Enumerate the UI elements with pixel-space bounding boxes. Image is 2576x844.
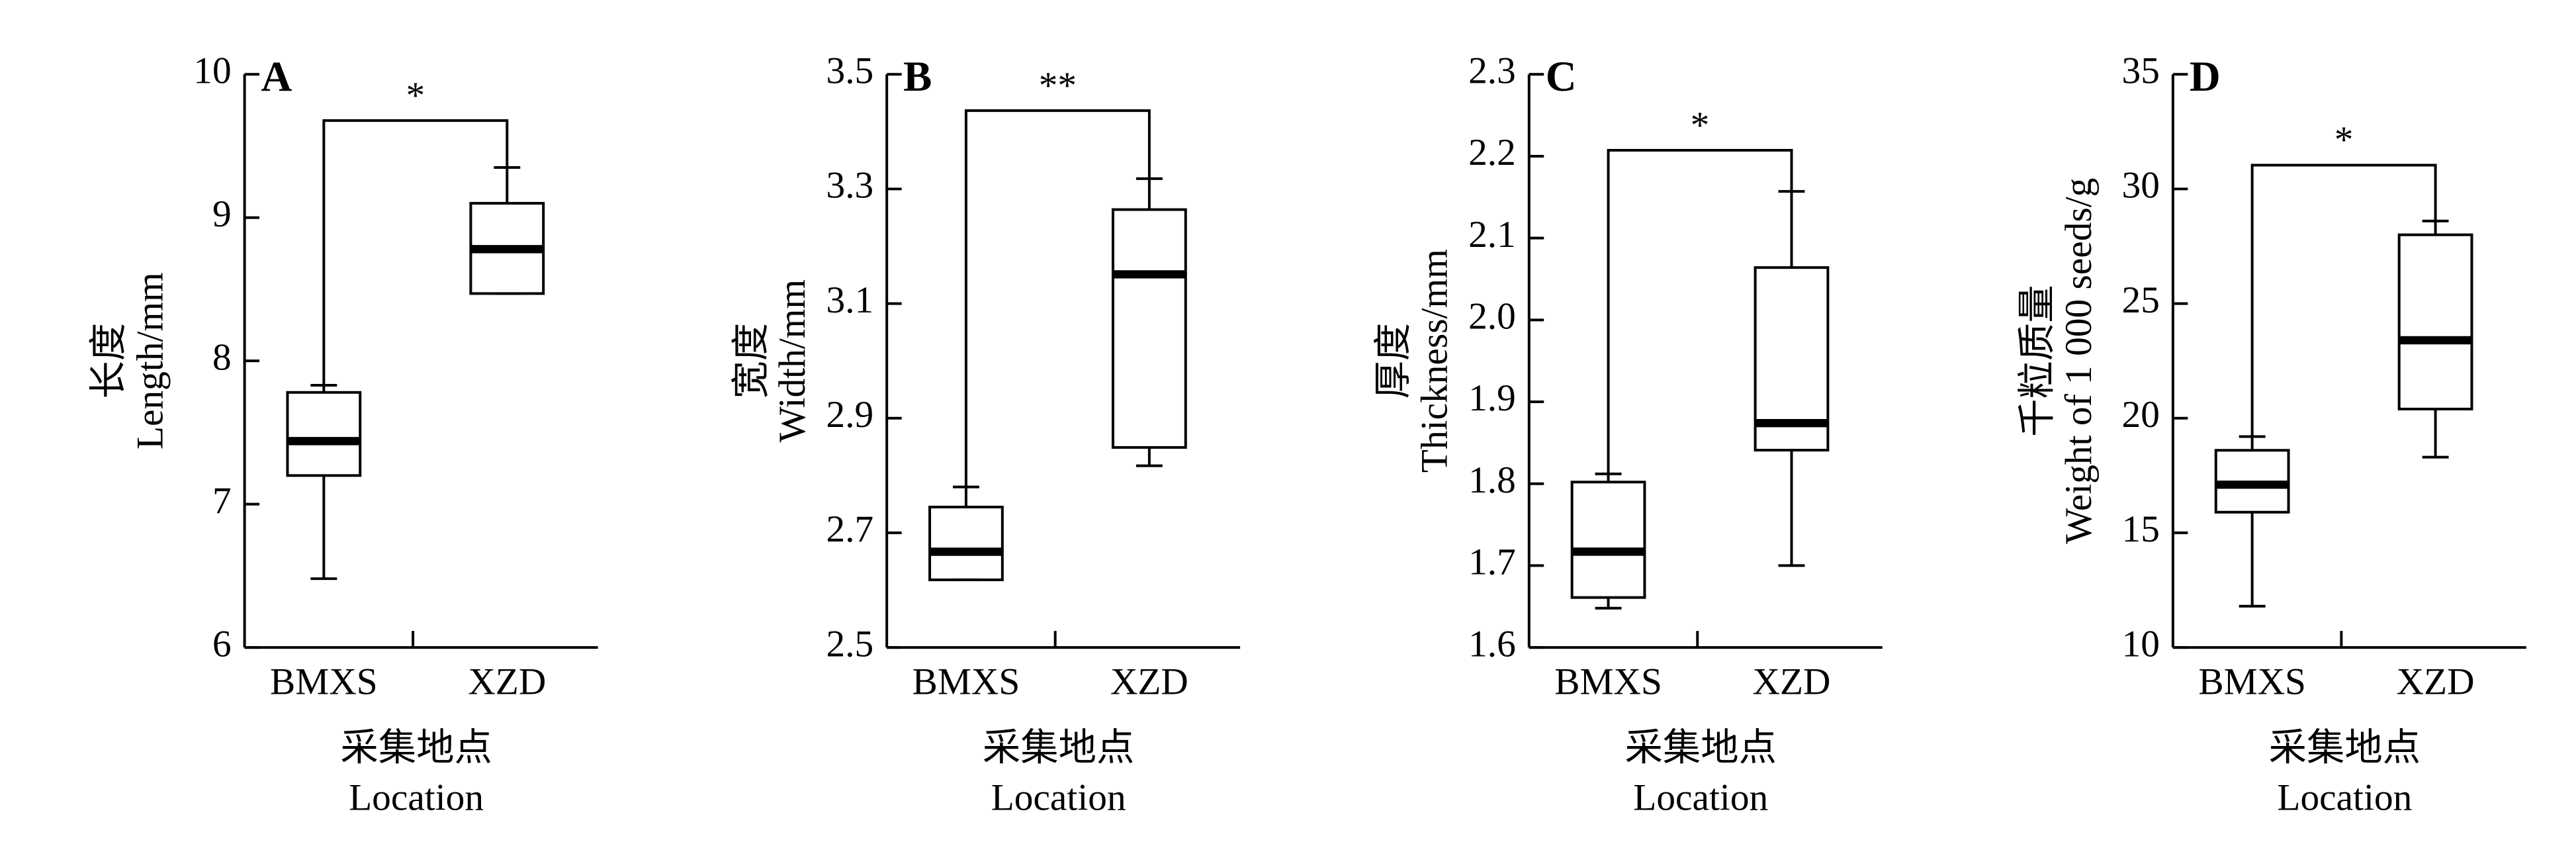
y-tick-label: 1.9 (1468, 377, 1516, 419)
y-tick-label: 1.7 (1468, 541, 1516, 583)
y-tick-label: 2.9 (826, 394, 874, 436)
box (2397, 233, 2473, 410)
y-tick-label: 2.0 (1468, 296, 1516, 338)
panel: 1.6 1.7 1.8 1.9 2.0 2.1 2.2 2.3 C 厚度 Thickness/mm 采… (1372, 50, 1883, 818)
significance-label: * (406, 75, 425, 117)
y-tick-label: 6 (212, 623, 232, 665)
y-tick-label: 1.8 (1468, 459, 1516, 501)
y-tick-label: 35 (2122, 50, 2160, 91)
y-tick-label: 10 (2122, 623, 2160, 665)
y-axis-label: Length/mm (130, 272, 171, 449)
x-tick-label: BMXS (2198, 661, 2306, 703)
x-axis-label: Location (349, 776, 484, 818)
x-tick-label: XZD (1753, 661, 1831, 703)
significance-label: * (1691, 105, 1710, 146)
x-tick-label: BMXS (912, 661, 1020, 703)
y-axis-label: 宽度 (731, 323, 772, 399)
x-tick-label: XZD (1110, 661, 1188, 703)
x-tick-label: BMXS (270, 661, 378, 703)
y-tick-label: 2.5 (826, 623, 874, 665)
panel-label: C (1546, 53, 1577, 101)
y-axis-label: Thickness/mm (1414, 249, 1456, 473)
x-tick-label: XZD (468, 661, 546, 703)
significance-label: * (2334, 119, 2354, 161)
y-axis-label: 千粒质量 (2016, 285, 2058, 436)
y-tick-label: 7 (212, 480, 232, 522)
y-axis-label: 长度 (88, 323, 130, 399)
panel-label: D (2190, 53, 2221, 101)
significance-label: ** (1039, 65, 1077, 107)
y-tick-label: 3.1 (826, 279, 874, 321)
box (1754, 266, 1830, 451)
box (286, 391, 362, 477)
y-tick-label: 2.7 (826, 508, 874, 550)
y-tick-label: 9 (212, 193, 232, 235)
x-axis-label: 采集地点 (2269, 727, 2421, 769)
y-axis-label: 厚度 (1372, 323, 1414, 399)
y-tick-label: 30 (2122, 165, 2160, 207)
panel: 10 15 20 25 30 35 D 千粒质量 Weight of 1 000 seeds/g… (2016, 50, 2526, 818)
y-tick-label: 2.1 (1468, 214, 1516, 256)
box (1112, 208, 1187, 449)
y-tick-label: 10 (193, 50, 231, 91)
x-axis-label: Location (1633, 776, 1768, 818)
y-axis-label: Weight of 1 000 seeds/g (2058, 178, 2100, 544)
y-tick-label: 25 (2122, 279, 2160, 321)
y-tick-label: 3.5 (826, 50, 874, 91)
panel: 6 7 8 9 10 A 长度 Length/mm 采集地点 Location BMXS XZD * (88, 50, 598, 818)
x-tick-label: XZD (2397, 661, 2475, 703)
significance-bracket (2250, 164, 2437, 437)
y-tick-label: 3.3 (826, 165, 874, 207)
y-tick-label: 15 (2122, 508, 2160, 550)
x-axis-label: 采集地点 (1625, 727, 1777, 769)
y-tick-label: 2.3 (1468, 50, 1516, 91)
panel-label: B (903, 53, 932, 101)
panel-label: A (261, 53, 292, 101)
y-tick-label: 1.6 (1468, 623, 1516, 665)
box (1570, 481, 1646, 599)
significance-bracket (964, 109, 1151, 487)
x-axis-label: 采集地点 (983, 727, 1135, 769)
y-axis-label: Width/mm (772, 279, 813, 442)
x-axis-label: Location (2277, 776, 2412, 818)
x-axis-label: 采集地点 (340, 727, 492, 769)
box (928, 505, 1004, 581)
y-tick-label: 20 (2122, 394, 2160, 436)
significance-bracket (322, 119, 509, 385)
x-axis-label: Location (991, 776, 1126, 818)
y-tick-label: 8 (212, 336, 232, 378)
y-tick-label: 2.2 (1468, 132, 1516, 173)
significance-bracket (1607, 149, 1793, 474)
x-tick-label: BMXS (1554, 661, 1662, 703)
panel: 2.5 2.7 2.9 3.1 3.3 3.5 B 宽度 Width/mm 采集地点 Locatio… (731, 50, 1241, 818)
